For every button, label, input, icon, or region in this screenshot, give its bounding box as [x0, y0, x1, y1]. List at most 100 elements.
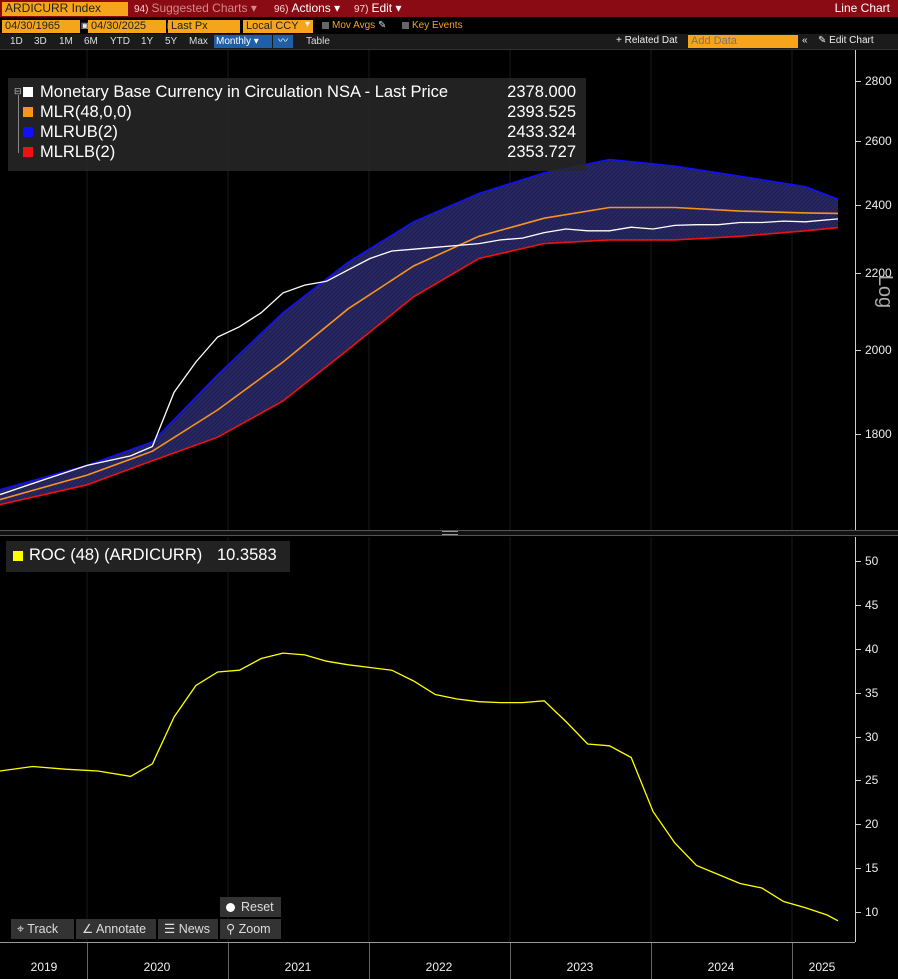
- x-tick: [651, 943, 652, 979]
- track-label: Track: [27, 922, 59, 936]
- date-separator: -: [83, 19, 87, 30]
- chevron-down-icon: ▾: [395, 1, 402, 15]
- actions-number: 96): [274, 4, 289, 15]
- zoom-label: Zoom: [238, 922, 271, 936]
- x-tick-label: 2024: [707, 960, 735, 974]
- news-icon: ☰: [164, 922, 176, 936]
- edit-chart-button[interactable]: ✎ Edit Chart: [818, 34, 874, 48]
- x-tick: [369, 943, 370, 979]
- y-tick-label: 10: [855, 905, 879, 919]
- mlrlb-line[interactable]: [0, 226, 839, 506]
- legend-tree-line: [18, 95, 19, 153]
- plus-icon: +: [616, 35, 622, 46]
- legend-label: Monetary Base Currency in Circulation NS…: [40, 83, 449, 101]
- reset-button[interactable]: Reset: [220, 897, 281, 917]
- period-3d[interactable]: 3D: [34, 36, 47, 47]
- key-events-checkbox[interactable]: Key Events: [402, 19, 463, 33]
- title-bar: ARDICURR Index 94) Suggested Charts ▾ 96)…: [0, 0, 898, 17]
- track-button[interactable]: ⌖ Track: [11, 919, 74, 939]
- annotate-label: Annotate: [96, 922, 147, 936]
- collapse-legend-icon[interactable]: ⊟: [14, 86, 22, 96]
- legend-row-mlrlb: MLRLB(2): [23, 142, 115, 162]
- period-max[interactable]: Max: [189, 36, 208, 47]
- x-tick-label: 2025: [808, 960, 836, 974]
- checkbox-icon: [402, 21, 409, 29]
- ticker-field[interactable]: ARDICURR Index: [2, 2, 128, 16]
- price-line[interactable]: [0, 218, 839, 496]
- zoom-button[interactable]: ⚲ Zoom: [220, 919, 281, 939]
- mlrub-line[interactable]: [0, 158, 839, 491]
- currency-select[interactable]: Local CCY: [243, 20, 313, 33]
- actions-menu[interactable]: 96) Actions ▾: [274, 1, 340, 16]
- reset-icon: [226, 903, 235, 912]
- roc-line[interactable]: [0, 652, 839, 922]
- legend-value: 2393.525: [507, 103, 576, 121]
- annotate-button[interactable]: ∠ Annotate: [76, 919, 156, 939]
- x-tick: [510, 943, 511, 979]
- chevron-down-icon: ▾: [250, 1, 257, 15]
- legend-value: 2353.727: [507, 143, 576, 161]
- y-tick-label: 2400: [856, 198, 892, 212]
- y-tick-label: 15: [855, 861, 879, 875]
- end-date-field[interactable]: 04/30/2025: [88, 20, 166, 33]
- legend-label: MLRUB(2): [40, 123, 118, 141]
- add-data-input[interactable]: [688, 35, 798, 48]
- price-legend[interactable]: ⊟ Monetary Base Currency in Circulation …: [8, 78, 586, 171]
- legend-value: 2433.324: [507, 123, 576, 141]
- period-1m[interactable]: 1M: [59, 36, 73, 47]
- x-tick-label: 2022: [425, 960, 453, 974]
- period-ytd[interactable]: YTD: [110, 36, 130, 47]
- period-6m[interactable]: 6M: [84, 36, 98, 47]
- line-chart-icon[interactable]: 〰: [273, 35, 293, 48]
- price-chart[interactable]: [0, 50, 855, 530]
- y-tick-label: 2200: [856, 266, 892, 280]
- x-tick-label: 2019: [30, 960, 58, 974]
- mov-avgs-checkbox[interactable]: Mov Avgs ✎: [322, 19, 386, 33]
- start-date-field[interactable]: 04/30/1965: [2, 20, 80, 33]
- y-tick-label: 50: [855, 554, 879, 568]
- legend-swatch: [23, 127, 33, 137]
- period-1d[interactable]: 1D: [10, 36, 23, 47]
- grip-icon: [442, 531, 458, 535]
- calendar-icon[interactable]: ▣: [81, 21, 89, 30]
- regression-band-fill: [0, 159, 838, 505]
- period-5y[interactable]: 5Y: [165, 36, 178, 47]
- chart-type-label: Line Chart: [834, 1, 890, 15]
- roc-axis: 50 45 40 35 30 25 20 15 10: [855, 537, 898, 942]
- edit-menu[interactable]: 97) Edit ▾: [354, 1, 402, 16]
- y-tick-label: 45: [855, 598, 879, 612]
- table-button[interactable]: Table: [306, 36, 330, 47]
- price-axis: 2800 2600 2400 2200 2000 1800: [855, 50, 898, 530]
- chevron-down-icon: ▾: [253, 36, 259, 47]
- frequency-select[interactable]: Monthly ▾: [214, 35, 272, 48]
- pencil-icon: ∠: [82, 922, 94, 936]
- x-tick-label: 2020: [143, 960, 171, 974]
- legend-swatch: [13, 551, 23, 561]
- x-tick: [228, 943, 229, 979]
- mov-avgs-label: Mov Avgs: [332, 20, 376, 31]
- y-tick-label: 2000: [856, 343, 892, 357]
- price-field-select[interactable]: Last Px: [168, 20, 240, 33]
- collapse-icon[interactable]: «: [802, 35, 808, 46]
- suggested-charts-label: Suggested Charts: [151, 1, 248, 15]
- actions-label: Actions: [291, 1, 331, 15]
- y-tick-label: 25: [855, 773, 879, 787]
- pencil-icon: ✎: [818, 35, 827, 46]
- suggested-charts-menu[interactable]: 94) Suggested Charts ▾: [134, 1, 257, 16]
- period-1y[interactable]: 1Y: [141, 36, 154, 47]
- legend-swatch: [23, 107, 33, 117]
- news-button[interactable]: ☰ News: [158, 919, 218, 939]
- chevron-down-icon[interactable]: ▾: [305, 19, 311, 30]
- mlr-line[interactable]: [0, 206, 839, 501]
- x-tick-label: 2023: [566, 960, 594, 974]
- pane-splitter[interactable]: [0, 530, 898, 536]
- suggested-charts-number: 94): [134, 4, 149, 15]
- controls-row: 04/30/1965 ▣ - 04/30/2025 ▣ Last Px Loca…: [0, 18, 898, 34]
- frequency-label: Monthly: [216, 36, 252, 47]
- x-tick: [792, 943, 793, 979]
- legend-label: MLR(48,0,0): [40, 103, 132, 121]
- roc-chart[interactable]: [0, 537, 855, 942]
- related-data-button[interactable]: + Related Dat: [616, 34, 677, 48]
- roc-legend[interactable]: ROC (48) (ARDICURR) 10.3583: [6, 541, 290, 572]
- legend-value: 2378.000: [507, 83, 576, 101]
